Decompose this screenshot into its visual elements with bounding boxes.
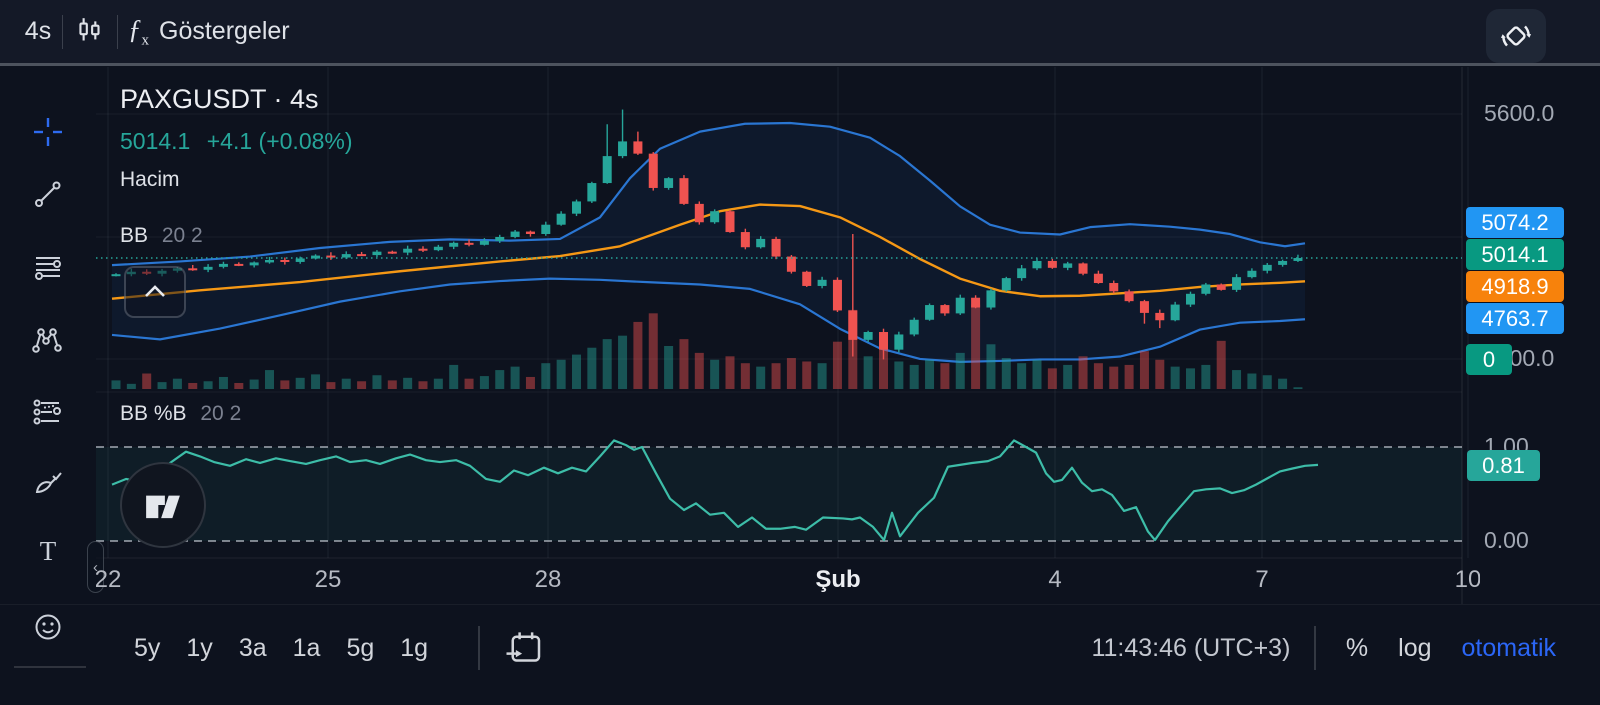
toolbar-divider [62, 14, 63, 49]
rotate-screen-button[interactable] [1486, 9, 1546, 63]
time-tick-label: 10 [1454, 566, 1480, 593]
percent-scale-button[interactable]: % [1345, 633, 1369, 662]
price-badge: 5074.2 [1466, 207, 1564, 238]
auto-scale-button[interactable]: otomatik [1461, 633, 1556, 662]
fx-icon: ƒx [128, 13, 149, 49]
log-scale-button[interactable]: log [1398, 633, 1432, 662]
bb-label: BB [120, 224, 149, 247]
range-1d-button[interactable]: 1g [400, 633, 429, 662]
toolbar-divider [1314, 626, 1316, 670]
rotate-screen-icon [1500, 25, 1532, 47]
interval-button[interactable]: 4s [14, 17, 62, 46]
time-axis[interactable]: 22 25 28 Şub 4 7 10 [96, 558, 1480, 602]
symbol-title[interactable]: PAXGUSDT · 4s [120, 84, 319, 114]
tool-crosshair[interactable] [22, 106, 74, 158]
candlestick-style-icon [79, 17, 100, 40]
last-price-row: 5014.1 +4.1 (+0.08%) [120, 128, 353, 155]
indicators-label: Göstergeler [159, 16, 290, 45]
forecast-icon [33, 399, 61, 425]
crosshair-icon [34, 118, 62, 146]
calendar-arrow-icon [506, 632, 540, 662]
time-tick-label: 7 [1255, 566, 1269, 593]
time-tick-label: 25 [314, 566, 342, 593]
trend-line-icon [35, 181, 61, 207]
bbp-axis-label: 0.00 [1484, 527, 1529, 553]
bb-params: 20 2 [161, 224, 203, 247]
bbp-params: 20 2 [200, 402, 242, 425]
range-5y-button[interactable]: 5y [134, 633, 161, 662]
range-1y-button[interactable]: 1y [186, 633, 213, 662]
tradingview-logo-icon [146, 495, 180, 519]
toolbar-divider [117, 14, 118, 49]
session-clock[interactable]: 11:43:46 (UTC+3) [1091, 633, 1291, 662]
collapse-pane-button[interactable] [124, 266, 186, 318]
last-price-badge: 5014.1 [1466, 239, 1564, 270]
tool-brush[interactable] [22, 458, 74, 510]
top-toolbar: 4s ƒx Göstergeler [0, 0, 1600, 66]
tradingview-logo [120, 462, 206, 548]
tool-parallel-channel[interactable] [22, 241, 74, 293]
xabcd-pattern-icon [32, 328, 62, 353]
bbp-label: BB %B [120, 402, 187, 425]
go-to-date-button[interactable] [504, 628, 544, 668]
time-tick-label: 28 [534, 566, 562, 593]
svg-text:T: T [40, 536, 57, 566]
indicators-button[interactable]: ƒx Göstergeler [118, 14, 300, 49]
parallel-channel-icon [35, 257, 61, 280]
toolbar-divider [478, 626, 480, 670]
time-tick-label: Şub [815, 566, 861, 593]
sidebar-collapse-handle[interactable]: ‹ [87, 541, 104, 593]
range-5d-button[interactable]: 5g [346, 633, 375, 662]
price-badge: 4763.7 [1466, 303, 1564, 334]
price-change: +4.1 (+0.08%) [206, 128, 353, 154]
tool-forecast[interactable] [22, 386, 74, 438]
bottom-toolbar: 5y 1y 3a 1a 5g 1g 11:43:46 (UTC+3) % log… [0, 604, 1600, 705]
interval-label: 4s [24, 17, 52, 45]
volume-value-badge: 0 [1466, 344, 1512, 375]
price-badge: 4918.9 [1466, 271, 1564, 302]
last-price: 5014.1 [120, 128, 191, 154]
range-1m-button[interactable]: 1a [292, 633, 321, 662]
bbp-value-badge: 0.81 [1467, 450, 1540, 481]
bb-indicator-row[interactable]: BB 20 2 [120, 224, 203, 248]
range-3m-button[interactable]: 3a [238, 633, 267, 662]
text-tool-icon: T [40, 536, 57, 566]
bbp-indicator-row[interactable]: BB %B 20 2 [120, 402, 241, 426]
chevron-left-icon: ‹ [93, 558, 98, 576]
tool-emoji[interactable] [22, 601, 74, 653]
brush-check-icon [35, 472, 62, 494]
tool-trend-line[interactable] [22, 168, 74, 220]
price-axis-label: 5600.0 [1484, 100, 1555, 126]
sidebar-divider [14, 666, 86, 668]
tool-text[interactable]: T [22, 525, 74, 577]
time-tick-label: 22 [96, 566, 122, 593]
chart-style-button[interactable] [63, 15, 117, 49]
emoji-icon [35, 614, 61, 640]
chevron-up-icon [145, 285, 165, 297]
time-tick-label: 4 [1048, 566, 1062, 593]
tool-xabcd-pattern[interactable] [22, 314, 74, 366]
volume-indicator-label[interactable]: Hacim [120, 168, 180, 191]
